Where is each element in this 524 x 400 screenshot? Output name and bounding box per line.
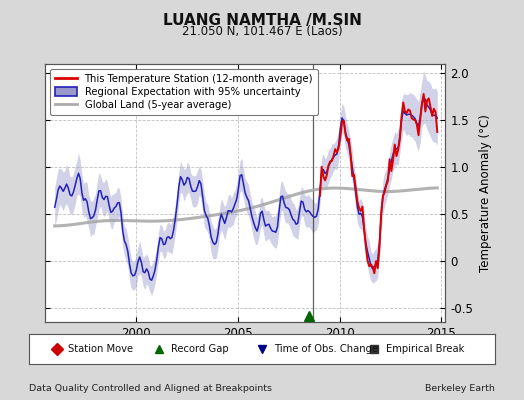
Text: Berkeley Earth: Berkeley Earth [425,384,495,393]
Text: Empirical Break: Empirical Break [386,344,464,354]
Legend: This Temperature Station (12-month average), Regional Expectation with 95% uncer: This Temperature Station (12-month avera… [50,69,318,115]
Text: Record Gap: Record Gap [171,344,228,354]
Text: Time of Obs. Change: Time of Obs. Change [274,344,378,354]
Text: LUANG NAMTHA /M.SIN: LUANG NAMTHA /M.SIN [162,13,362,28]
Y-axis label: Temperature Anomaly (°C): Temperature Anomaly (°C) [479,114,492,272]
Text: Station Move: Station Move [69,344,134,354]
Text: Data Quality Controlled and Aligned at Breakpoints: Data Quality Controlled and Aligned at B… [29,384,272,393]
Text: 21.050 N, 101.467 E (Laos): 21.050 N, 101.467 E (Laos) [182,25,342,38]
